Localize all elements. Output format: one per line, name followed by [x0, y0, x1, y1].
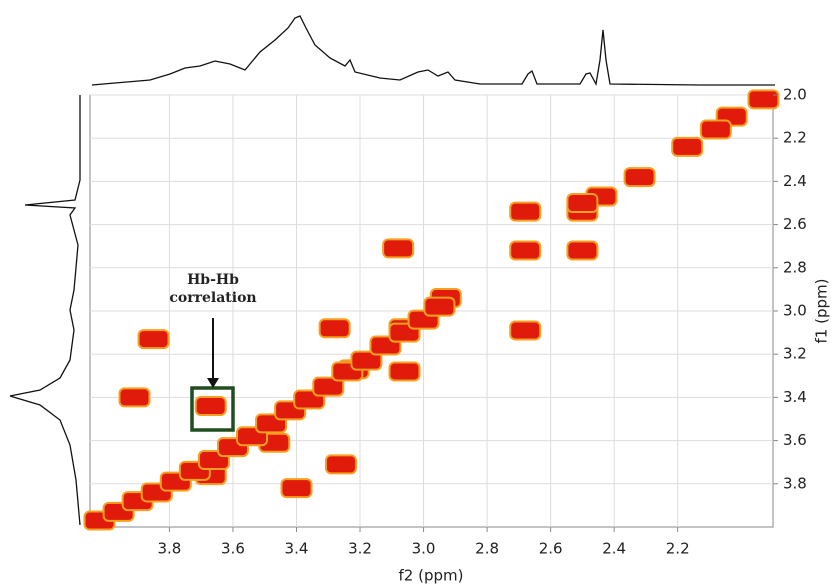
annotation: correlation [169, 290, 256, 306]
cross-peak [388, 361, 421, 382]
highlight-box [190, 386, 235, 432]
f1-projection [9, 95, 81, 526]
y-tick-label: 2.8 [783, 258, 807, 276]
x-tick-label: 3.0 [412, 540, 436, 558]
cross-peak [382, 238, 415, 259]
cross-peak [509, 240, 542, 261]
y-tick-label: 3.4 [783, 388, 807, 406]
x-tick-label: 2.8 [475, 540, 499, 558]
x-tick-label: 3.4 [285, 540, 309, 558]
f2-projection [91, 15, 775, 86]
y-tick-label: 3.2 [783, 345, 807, 363]
y-tick-label: 3.0 [783, 302, 807, 320]
y-tick-label: 2.2 [783, 129, 807, 147]
y-tick-label: 2.6 [783, 215, 807, 233]
cross-peak [324, 454, 357, 475]
y-axis-label: f1 (ppm) [813, 279, 831, 344]
cross-peak [423, 296, 456, 317]
y-tick-label: 3.6 [783, 431, 807, 449]
cross-peak [194, 396, 227, 417]
arrow-head [207, 378, 219, 388]
x-tick-label: 3.6 [221, 540, 245, 558]
cross-peak [671, 136, 704, 157]
cross-peak [623, 167, 656, 188]
cross-peak [318, 318, 351, 339]
x-tick-label: 2.4 [602, 540, 626, 558]
cross-peak [509, 320, 542, 341]
y-tick-label: 3.8 [783, 474, 807, 492]
cross-peak [699, 119, 732, 140]
y-tick-label: 2.4 [783, 172, 807, 190]
annotation: Hb-Hb [187, 272, 239, 288]
cross-peak [280, 478, 313, 499]
cross-peak [118, 387, 151, 408]
cross-peak [566, 240, 599, 261]
cross-peak [747, 89, 780, 110]
cross-peak [350, 350, 383, 371]
x-axis-label: f2 (ppm) [399, 567, 464, 585]
cross-peak [566, 193, 599, 213]
cross-peak [312, 376, 345, 397]
cross-peak [509, 201, 542, 222]
cross-peak [137, 329, 170, 350]
x-tick-label: 3.8 [157, 540, 181, 558]
x-tick-label: 3.2 [348, 540, 372, 558]
x-tick-label: 2.6 [539, 540, 563, 558]
x-tick-label: 2.2 [666, 540, 690, 558]
y-tick-label: 2.0 [783, 86, 807, 104]
